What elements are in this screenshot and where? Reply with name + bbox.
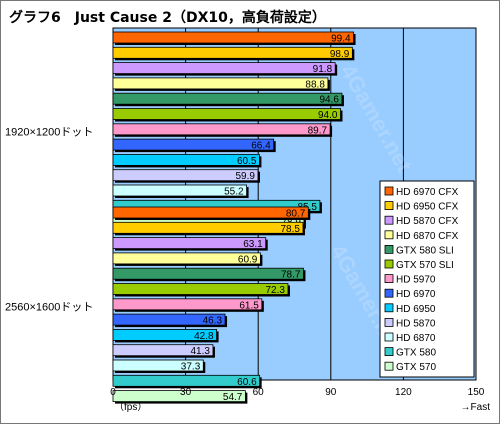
bar-value-label: 60.9 [238, 254, 258, 265]
legend-label: GTX 570 [396, 362, 436, 373]
legend-label: HD 5870 [396, 318, 436, 329]
x-tick-label: 90 [325, 387, 337, 398]
legend-label: GTX 580 SLI [396, 245, 454, 256]
bar [112, 344, 214, 357]
bar [112, 31, 354, 44]
bar-value-label: 88.8 [305, 79, 325, 90]
bar [112, 108, 341, 120]
bar [112, 221, 304, 234]
x-tick-label: 60 [253, 387, 265, 398]
legend-label: HD 6870 [396, 333, 436, 344]
bar [112, 46, 353, 59]
bar-value-label: 94.0 [318, 110, 338, 121]
bar [112, 374, 261, 387]
bar [112, 206, 309, 219]
x-tick-label: 30 [180, 387, 192, 398]
legend-swatch [384, 201, 394, 211]
legend-label: HD 6950 CFX [396, 202, 459, 213]
legend-swatch [384, 288, 394, 298]
bar-value-label: 46.3 [203, 316, 223, 327]
legend-box [379, 180, 475, 378]
bar [112, 169, 259, 182]
legend-label: HD 6950 [396, 304, 436, 315]
bar [112, 283, 289, 295]
bar-value-label: 89.7 [308, 125, 328, 136]
bar-value-label: 61.5 [239, 300, 259, 311]
x-tick-label: 150 [468, 387, 485, 398]
legend-swatch [384, 332, 394, 342]
legend-label: GTX 570 SLI [396, 260, 454, 271]
category-label: 1920×1200ドット [5, 126, 93, 138]
legend-swatch [384, 274, 394, 284]
legend-label: HD 6870 CFX [396, 231, 459, 242]
bar [112, 298, 263, 311]
bar [112, 390, 246, 403]
legend-swatch [384, 244, 394, 254]
bar-value-label: 94.6 [319, 95, 339, 106]
x-tick-label: 0 [110, 387, 116, 398]
bar-value-label: 78.5 [281, 224, 301, 235]
bar-value-label: 55.2 [224, 187, 244, 198]
legend-label: HD 6970 CFX [396, 187, 459, 198]
bar-value-label: 66.4 [251, 141, 271, 152]
bar [112, 359, 204, 372]
bar [112, 313, 226, 326]
bar-value-label: 78.7 [281, 270, 301, 281]
bar-value-label: 59.9 [235, 171, 255, 182]
legend-label: HD 5870 CFX [396, 216, 459, 227]
bar-value-label: 63.1 [243, 239, 263, 250]
bar [112, 153, 260, 166]
legend-swatch [384, 259, 394, 269]
bar-value-label: 99.4 [331, 34, 351, 45]
legend-swatch [384, 347, 394, 357]
bar-value-label: 91.8 [313, 64, 333, 75]
legend-swatch [384, 186, 394, 196]
legend-swatch [384, 303, 394, 313]
bar [112, 62, 336, 74]
bar-value-label: 54.7 [223, 392, 243, 403]
bar [112, 267, 304, 280]
legend-label: HD 5970 [396, 275, 436, 286]
bar [112, 92, 343, 105]
bar-value-label: 41.3 [190, 346, 210, 357]
chart-title: グラフ6 Just Cause 2（DX10，高負荷設定） [9, 10, 326, 26]
bar [112, 237, 267, 250]
legend-swatch [384, 230, 394, 240]
bar [112, 138, 275, 151]
bar [112, 252, 261, 265]
legend-swatch [384, 215, 394, 225]
legend-label: HD 6970 [396, 289, 436, 300]
legend-swatch [384, 361, 394, 371]
x-axis-unit-label: （fps） [114, 401, 147, 413]
bar-value-label: 37.3 [181, 362, 201, 373]
bar [112, 328, 217, 341]
x-tick-label: 120 [395, 387, 412, 398]
legend-label: GTX 580 [396, 348, 436, 359]
bar [112, 123, 331, 136]
bar-value-label: 42.8 [194, 331, 214, 342]
bar-value-label: 60.5 [237, 156, 257, 167]
bar-value-label: 98.9 [330, 49, 350, 60]
bar [112, 184, 247, 197]
x-axis-direction-label: →Fast [461, 402, 491, 413]
category-label: 2560×1600ドット [5, 301, 93, 313]
legend-swatch [384, 317, 394, 327]
bar-value-label: 60.6 [237, 377, 257, 388]
bar-value-label: 72.3 [265, 285, 285, 296]
bar-value-label: 80.7 [286, 209, 306, 220]
bar [112, 77, 329, 90]
